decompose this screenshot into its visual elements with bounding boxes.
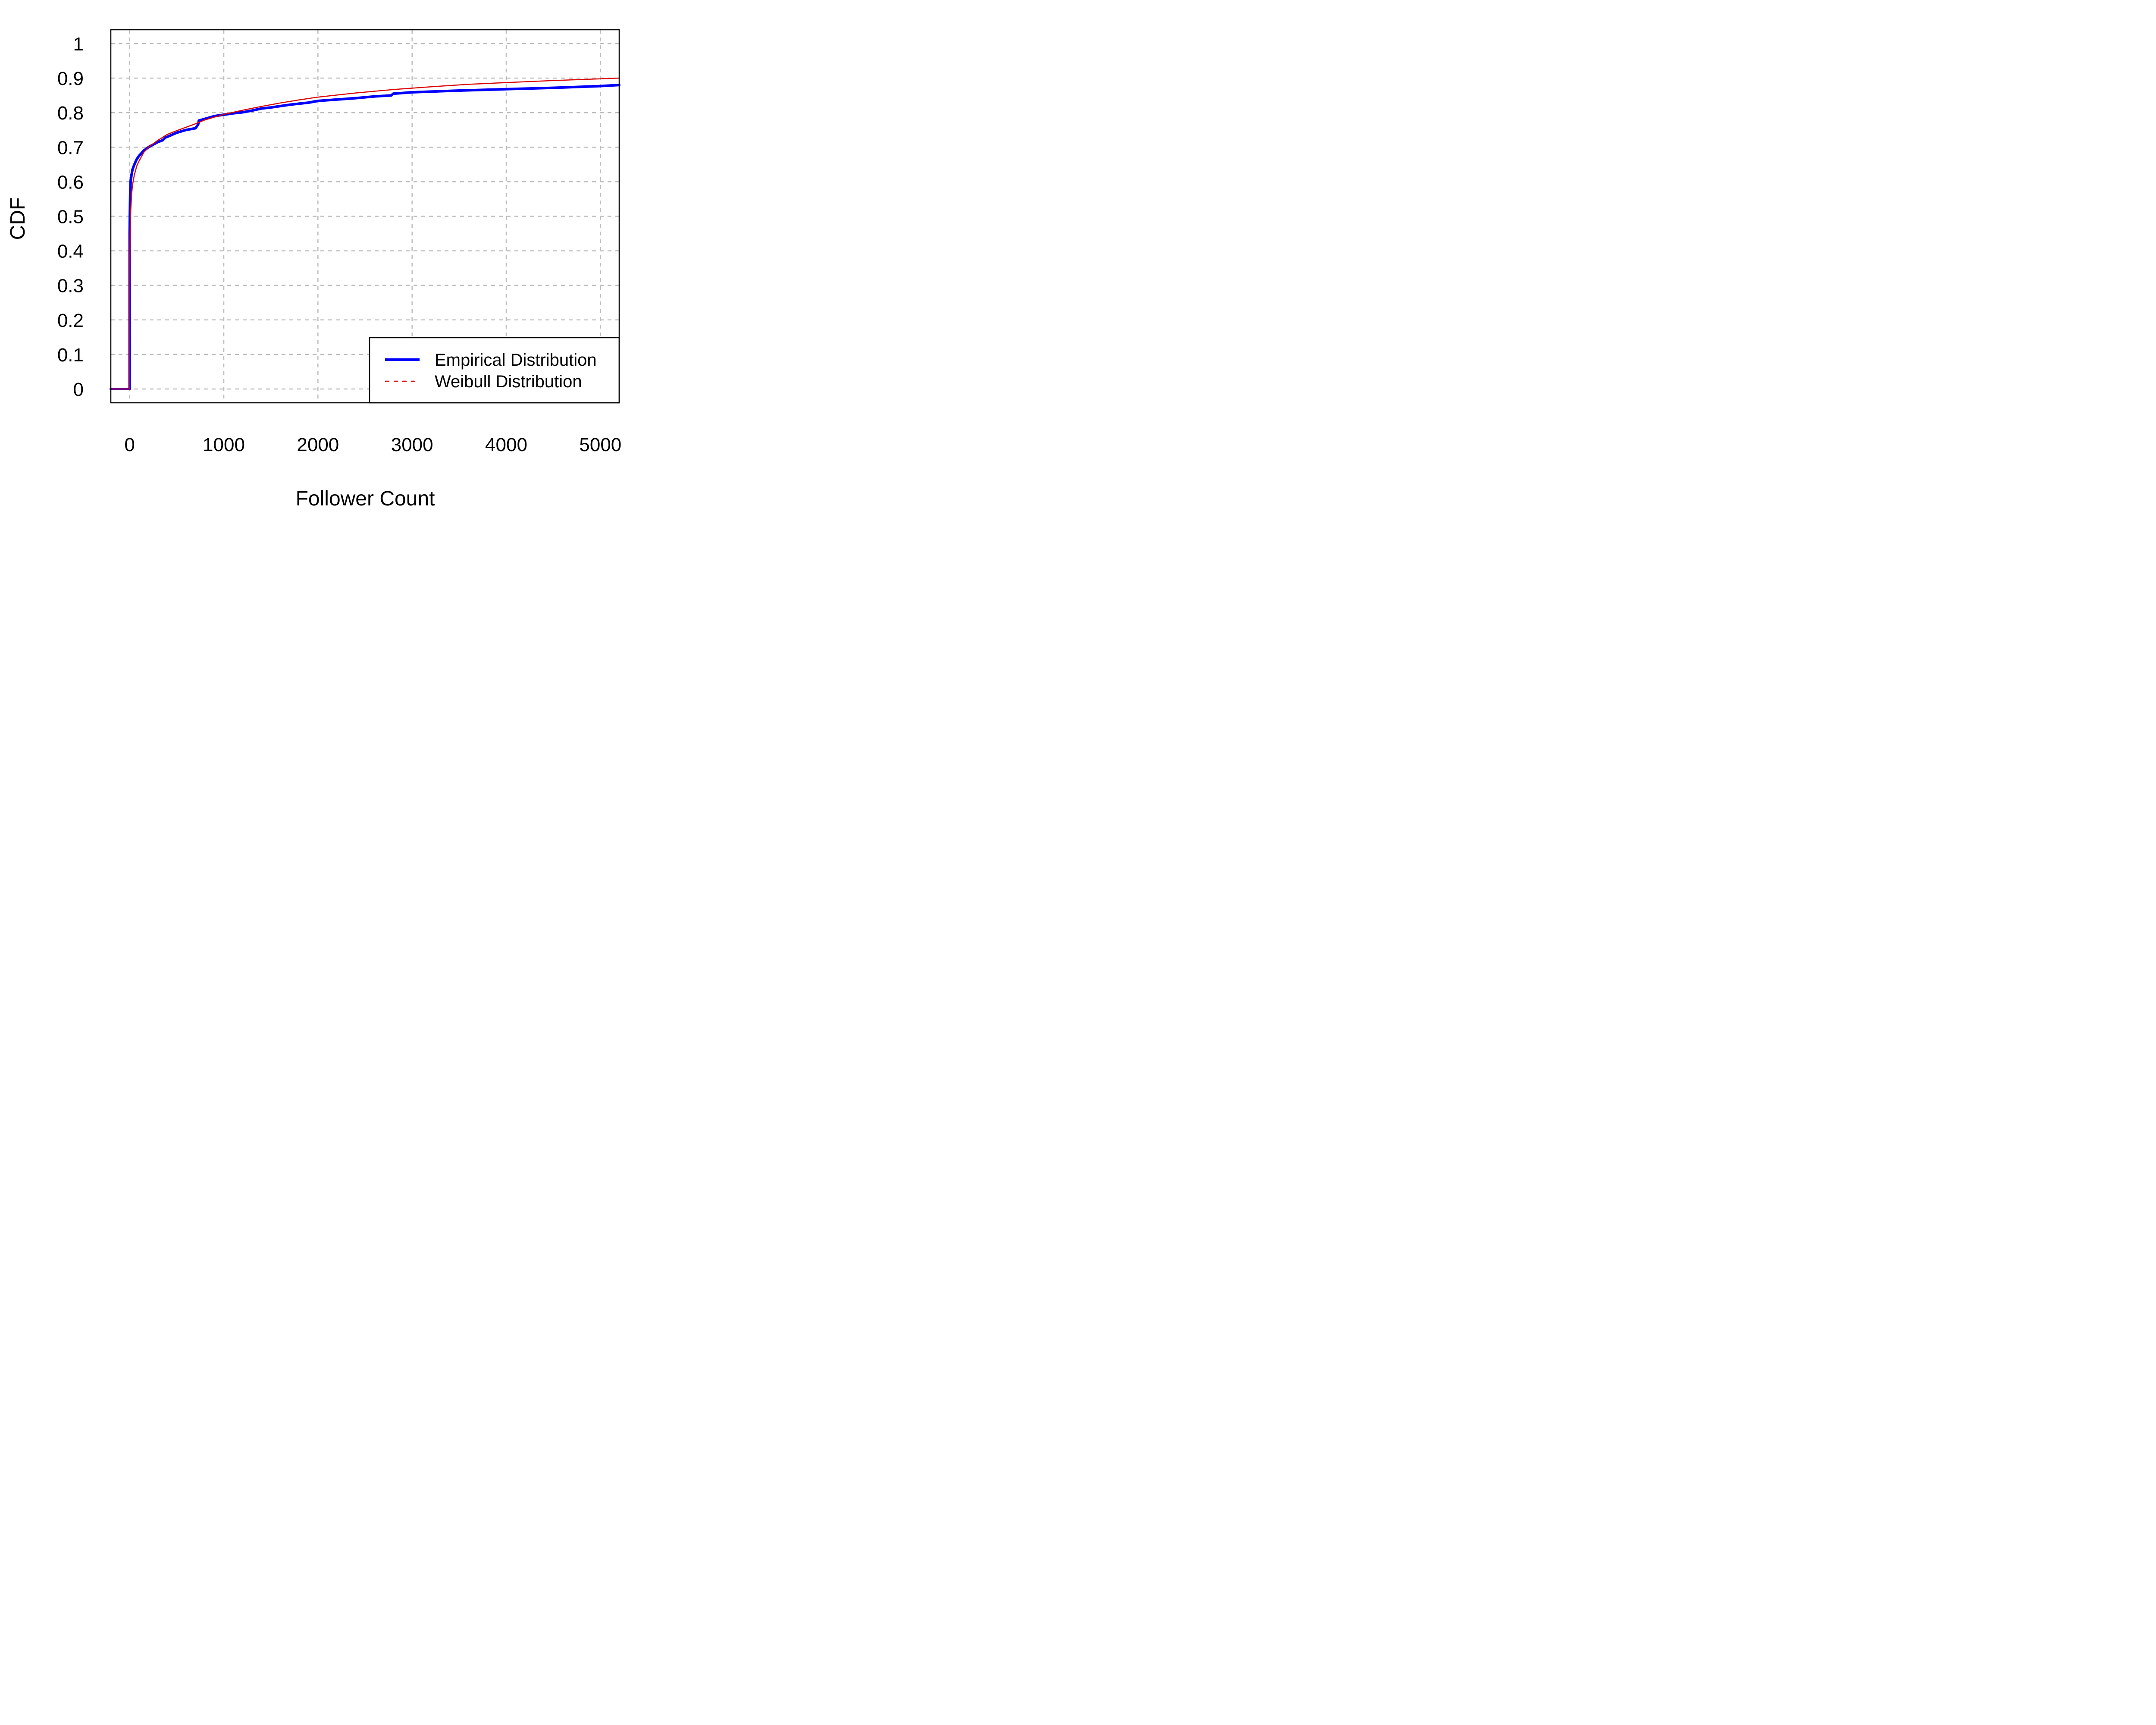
x-tick-labels: 0 1000 2000 3000 4000 5000 — [124, 434, 621, 455]
plot-frame — [110, 29, 620, 404]
series-line-weibull — [110, 77, 620, 390]
y-tick-label: 0.3 — [57, 276, 84, 297]
cdf-chart: 0 1000 2000 3000 4000 5000 0 0.1 0.2 0.3 0.4 0.5 0.… — [0, 0, 676, 541]
y-axis-label: CDF — [6, 198, 29, 240]
legend-label-weibull: Weibull Distribution — [435, 372, 582, 391]
y-tick-label: 0.2 — [57, 310, 84, 331]
legend: Empirical Distribution Weibull Distribut… — [369, 337, 620, 404]
y-tick-label: 0.5 — [57, 207, 84, 228]
y-tick-label: 0.8 — [57, 103, 84, 124]
y-tick-label: 0.1 — [57, 345, 84, 366]
y-tick-label: 0.4 — [57, 241, 84, 262]
y-tick-label: 0.9 — [57, 68, 84, 89]
y-tick-label: 0.7 — [57, 137, 84, 158]
x-tick-label: 3000 — [391, 434, 433, 455]
x-tick-label: 4000 — [485, 434, 527, 455]
x-tick-label: 1000 — [203, 434, 245, 455]
y-tick-labels: 0 0.1 0.2 0.3 0.4 0.5 0.6 0.7 0.8 0.9 1 — [57, 34, 84, 400]
y-tick-label: 0.6 — [57, 172, 84, 193]
series-layer — [110, 77, 620, 390]
x-tick-label: 0 — [124, 434, 135, 455]
y-tick-label: 0 — [73, 379, 84, 400]
series-line-empirical — [110, 84, 620, 390]
legend-label-empirical: Empirical Distribution — [435, 351, 597, 370]
background — [0, 0, 676, 541]
x-tick-label: 5000 — [579, 434, 621, 455]
x-tick-label: 2000 — [297, 434, 339, 455]
x-axis-label: Follower Count — [296, 487, 435, 510]
y-tick-label: 1 — [73, 34, 84, 55]
legend-box — [369, 337, 620, 404]
